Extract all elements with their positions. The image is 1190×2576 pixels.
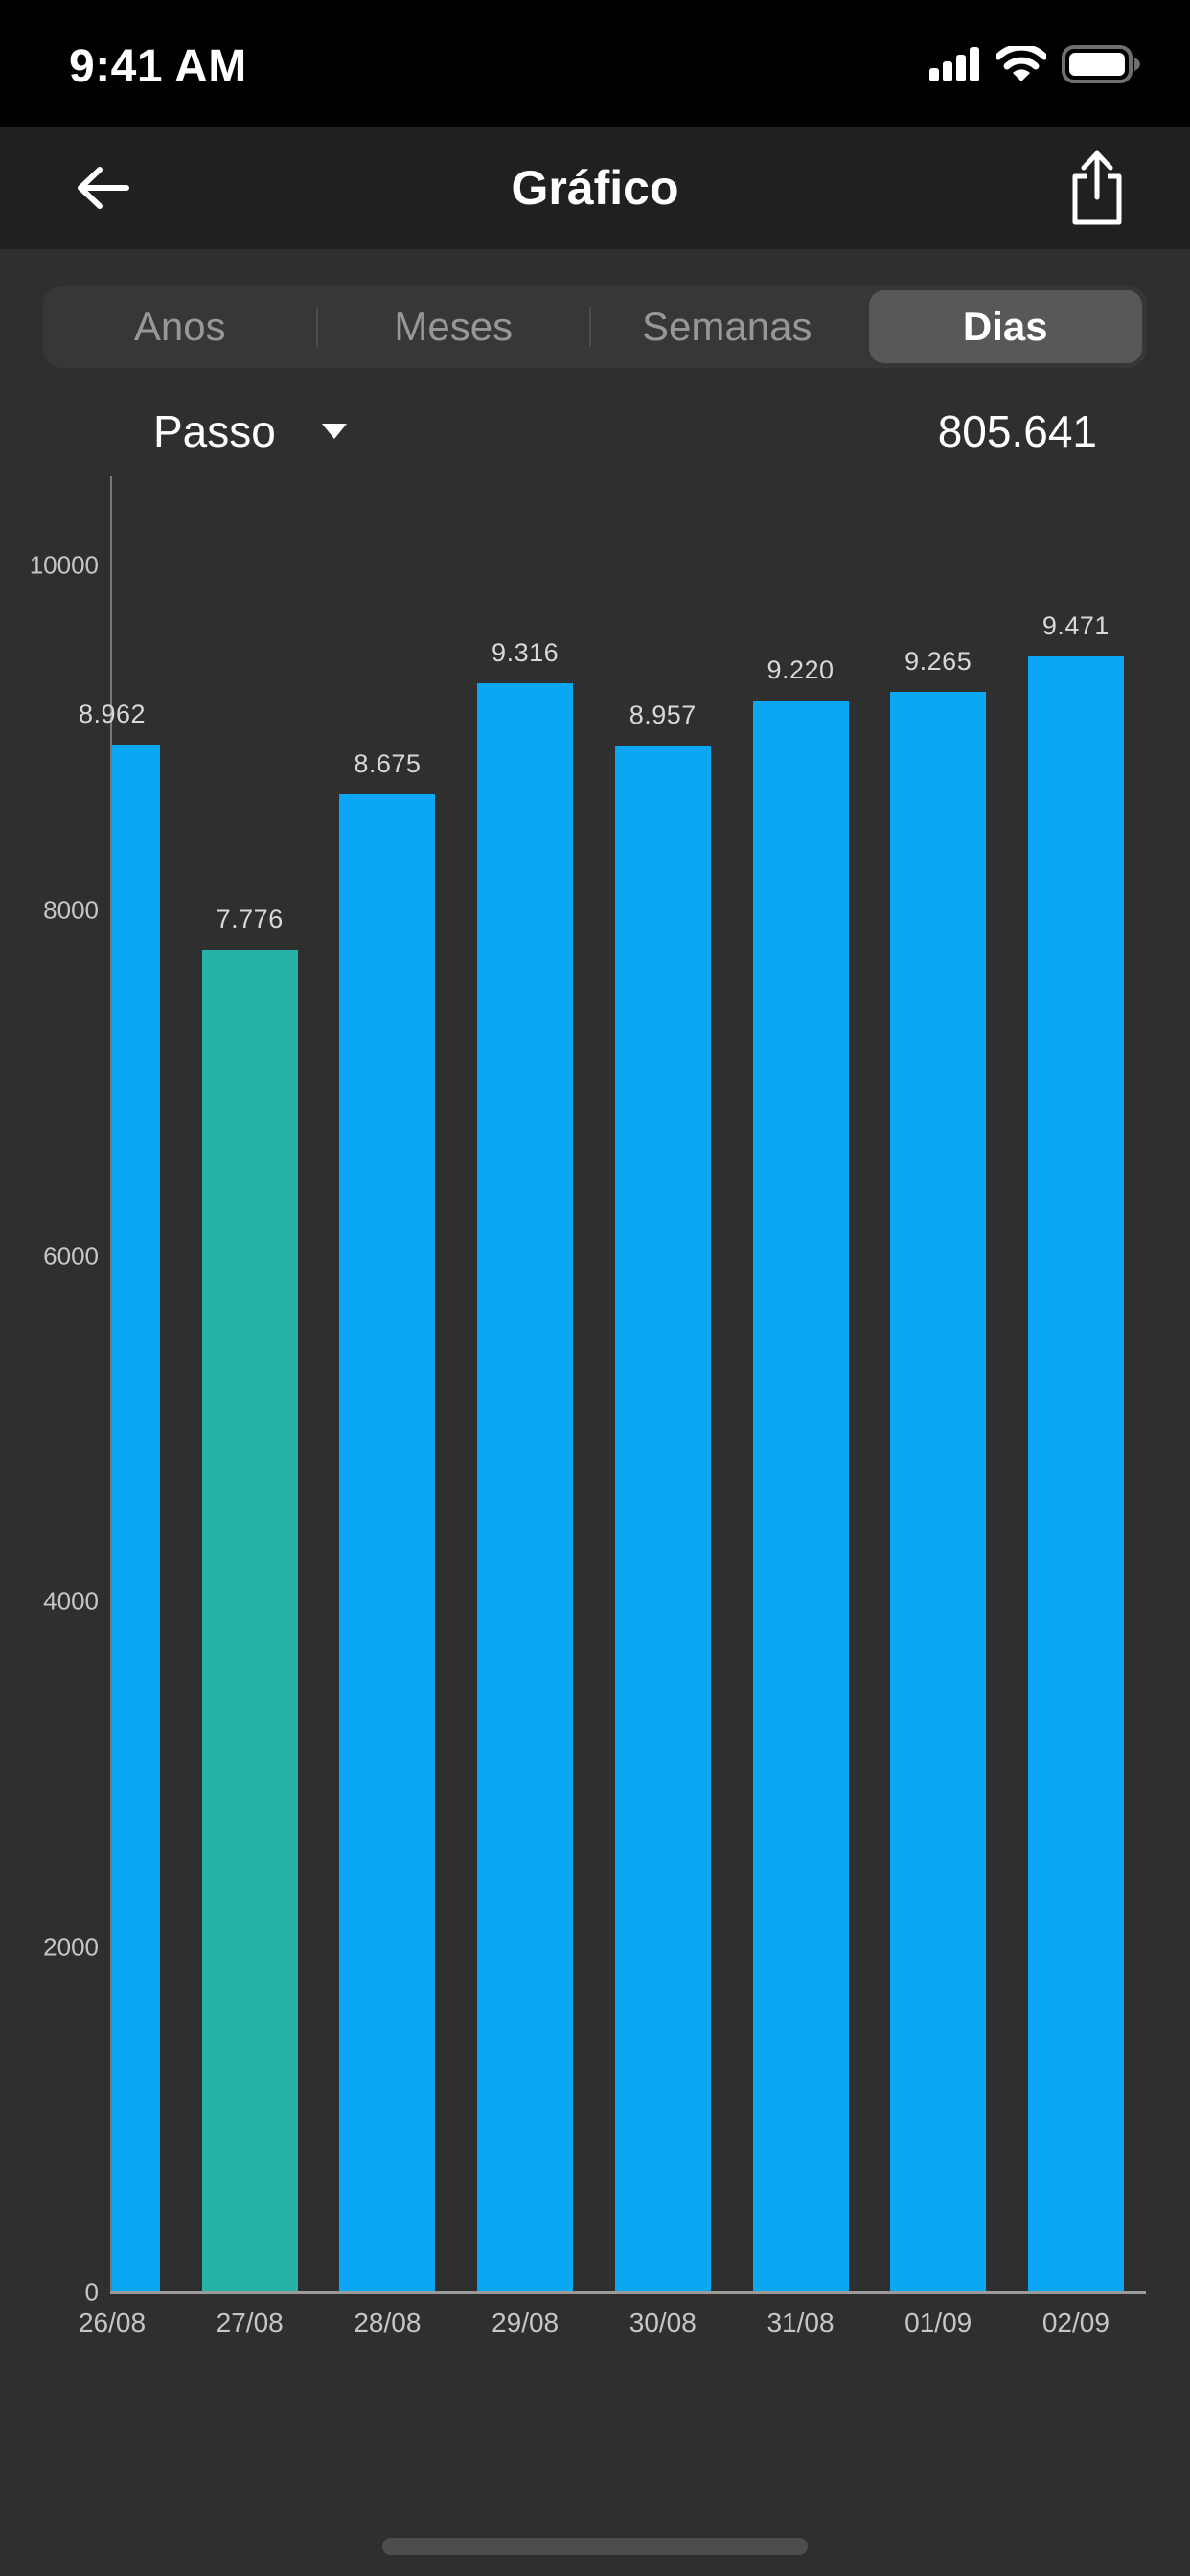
- bar[interactable]: [112, 745, 160, 2292]
- bar-value-label: 9.220: [767, 656, 835, 684]
- bar-value-label: 8.962: [78, 700, 147, 728]
- y-axis-tick-label: 10000: [29, 550, 99, 580]
- x-axis-date-label: 31/08: [767, 2308, 835, 2337]
- metric-label: Passo: [153, 406, 276, 456]
- tab-semanas[interactable]: Semanas: [590, 286, 864, 368]
- y-axis-tick-label: 6000: [43, 1241, 99, 1271]
- cellular-signal-icon: [929, 46, 981, 86]
- x-axis-date-label: 26/08: [78, 2308, 147, 2337]
- tab-meses[interactable]: Meses: [317, 286, 591, 368]
- x-axis-date-label: 02/09: [1041, 2308, 1110, 2337]
- x-axis-line: [110, 2291, 1146, 2294]
- y-axis-tick-label: 0: [84, 2277, 99, 2307]
- y-axis-tick-label: 2000: [43, 1932, 99, 1962]
- share-button[interactable]: [1054, 126, 1140, 249]
- bar-value-label: 9.316: [492, 638, 560, 667]
- bar-value-label: 9.265: [904, 647, 973, 676]
- bar-value-label: 7.776: [216, 905, 284, 933]
- bar[interactable]: [752, 701, 849, 2292]
- x-axis-date-label: 27/08: [216, 2308, 284, 2337]
- metric-total-value: 805.641: [937, 406, 1097, 456]
- x-axis-date-label: 28/08: [354, 2308, 422, 2337]
- bar[interactable]: [477, 683, 574, 2292]
- bar-value-label: 9.471: [1041, 611, 1110, 640]
- bar[interactable]: [339, 794, 436, 2292]
- x-axis-date-label: 01/09: [904, 2308, 973, 2337]
- chevron-down-icon: [321, 424, 347, 439]
- bar-value-label: 8.675: [354, 749, 422, 778]
- bar[interactable]: [1027, 656, 1124, 2292]
- status-time: 9:41 AM: [69, 40, 247, 92]
- back-arrow-icon: [78, 167, 129, 209]
- x-axis-date-label: 29/08: [492, 2308, 560, 2337]
- page-title: Gráfico: [511, 161, 679, 215]
- bar[interactable]: [614, 746, 711, 2292]
- battery-icon: [1062, 44, 1140, 88]
- bar[interactable]: [890, 692, 987, 2292]
- y-axis-tick-label: 4000: [43, 1586, 99, 1616]
- bar[interactable]: [201, 950, 298, 2292]
- tab-dias[interactable]: Dias: [868, 290, 1142, 363]
- bar-value-label: 8.957: [629, 701, 697, 729]
- status-icons: [929, 39, 1140, 88]
- tab-anos[interactable]: Anos: [133, 304, 226, 349]
- bars-clip: [112, 476, 1144, 2292]
- share-icon: [1072, 150, 1122, 225]
- status-bar: 9:41 AM: [0, 0, 1190, 126]
- wifi-icon: [995, 43, 1048, 87]
- nav-bar: Gráfico: [0, 126, 1190, 249]
- metric-row: Passo 805.641: [0, 401, 1190, 462]
- x-axis-date-label: 30/08: [629, 2308, 697, 2337]
- home-indicator[interactable]: [382, 2538, 808, 2555]
- y-axis-tick-label: 8000: [43, 895, 99, 925]
- back-button[interactable]: [56, 126, 151, 249]
- steps-bar-chart: 0 2000 4000 6000 8000 10000 8.962 26/08 7.776 27/…: [30, 476, 1146, 2337]
- period-segmented-control: Anos Meses Semanas Dias: [43, 286, 1147, 368]
- metric-dropdown[interactable]: Passo: [153, 405, 347, 457]
